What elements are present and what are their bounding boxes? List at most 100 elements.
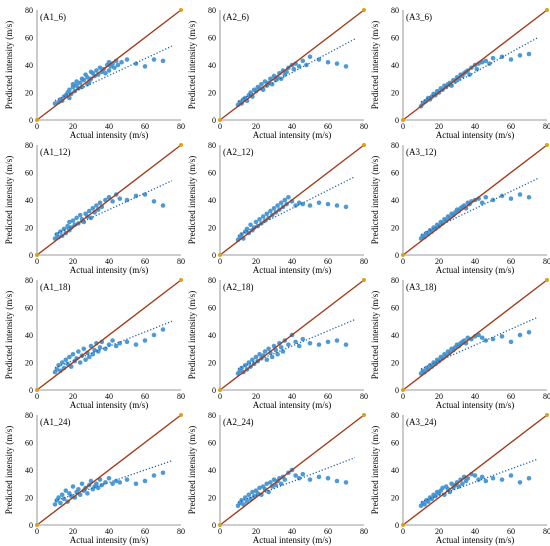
x-tick-label: 80: [177, 392, 185, 401]
data-point: [86, 354, 92, 360]
data-point: [133, 481, 139, 487]
data-point: [81, 77, 87, 83]
data-point: [83, 357, 88, 363]
x-tick-label: 40: [288, 257, 296, 266]
data-point: [97, 345, 103, 350]
x-tick-label: 0: [218, 122, 222, 131]
y-axis-label: Predicted intensity (m/s): [187, 156, 197, 244]
y-tick-label: 20: [208, 89, 216, 98]
data-point: [433, 493, 438, 499]
data-point: [334, 478, 340, 484]
y-axis-label: Predicted intensity (m/s): [370, 291, 380, 379]
reference-line-start-marker: [218, 523, 222, 527]
reference-line: [219, 414, 365, 526]
y-tick-label: 20: [391, 89, 399, 98]
data-point: [70, 218, 76, 223]
y-tick-label: 80: [208, 6, 216, 15]
data-point: [257, 485, 262, 491]
data-point: [257, 216, 262, 222]
x-tick-label: 80: [543, 122, 550, 131]
data-point: [76, 486, 81, 492]
data-point: [113, 343, 119, 349]
x-axis-label: Actual intensity (m/s): [436, 265, 515, 275]
data-point: [517, 192, 523, 197]
x-tick-label: 0: [218, 392, 222, 401]
y-tick-label: 80: [391, 276, 399, 285]
data-point: [65, 223, 70, 229]
x-tick-label: 60: [324, 392, 332, 401]
data-point: [269, 81, 275, 87]
y-tick-label: 80: [25, 6, 33, 15]
panel-title: (A2_6): [223, 12, 249, 22]
y-tick-label: 60: [391, 169, 399, 178]
reference-line-start-marker: [401, 388, 405, 392]
y-tick-label: 40: [208, 61, 216, 70]
y-tick-label: 20: [391, 494, 399, 503]
x-axis-label: Actual intensity (m/s): [253, 265, 332, 275]
data-point: [151, 199, 157, 204]
data-point: [257, 351, 262, 357]
reference-line-start-marker: [35, 523, 39, 527]
data-point: [334, 61, 340, 66]
data-point: [151, 473, 157, 478]
panel-title: (A2_12): [223, 147, 254, 157]
data-point: [479, 200, 485, 206]
data-point: [334, 338, 340, 343]
reference-line-start-marker: [401, 118, 405, 122]
data-point: [278, 200, 284, 206]
data-point: [142, 338, 148, 343]
reference-line-end-marker: [545, 143, 549, 147]
y-tick-label: 40: [391, 61, 399, 70]
y-tick-label: 80: [391, 141, 399, 150]
panel-title: (A3_12): [406, 147, 437, 157]
data-point: [456, 484, 462, 489]
data-point: [54, 367, 60, 372]
reference-line: [219, 279, 365, 391]
reference-line-start-marker: [218, 388, 222, 392]
data-point: [483, 478, 489, 484]
data-point: [63, 488, 69, 493]
x-tick-label: 20: [435, 122, 443, 131]
reference-line-start-marker: [401, 523, 405, 527]
data-point: [56, 495, 61, 500]
chart-panel: 0 20 40 60 80 0 20 40 60 80 Actual intensity (m/s)…: [370, 411, 550, 545]
trend-line: [54, 460, 173, 502]
y-axis-label: Predicted intensity (m/s): [4, 21, 14, 109]
data-point: [307, 340, 313, 346]
trend-line: [420, 316, 539, 370]
data-point: [94, 68, 99, 73]
data-point: [268, 208, 273, 214]
y-tick-label: 0: [212, 521, 216, 530]
trend-line: [54, 45, 173, 102]
x-tick-label: 40: [288, 527, 296, 536]
reference-line: [219, 9, 365, 121]
y-axis-label: Predicted intensity (m/s): [187, 21, 197, 109]
data-point: [316, 474, 322, 480]
data-point: [293, 473, 298, 478]
data-point: [58, 229, 63, 234]
panel-title: (A1_24): [40, 417, 71, 427]
data-point: [160, 470, 166, 476]
data-point: [307, 203, 313, 208]
data-point: [325, 475, 331, 481]
data-point: [526, 51, 532, 57]
x-tick-label: 80: [360, 392, 368, 401]
data-point: [90, 205, 96, 211]
reference-line: [36, 279, 182, 391]
reference-line-end-marker: [362, 413, 366, 417]
y-tick-label: 80: [25, 141, 33, 150]
y-tick-label: 0: [212, 386, 216, 395]
data-point: [266, 346, 271, 352]
data-point: [106, 342, 112, 347]
x-tick-label: 20: [435, 392, 443, 401]
y-axis-label: Predicted intensity (m/s): [187, 291, 197, 379]
data-point: [467, 72, 472, 77]
data-point: [275, 351, 280, 357]
data-point: [271, 205, 277, 211]
y-tick-label: 60: [25, 439, 33, 448]
data-point: [77, 360, 83, 365]
x-axis-label: Actual intensity (m/s): [436, 400, 515, 410]
x-tick-label: 20: [69, 122, 77, 131]
y-tick-label: 0: [29, 386, 33, 395]
panel-title: (A3_6): [406, 12, 432, 22]
